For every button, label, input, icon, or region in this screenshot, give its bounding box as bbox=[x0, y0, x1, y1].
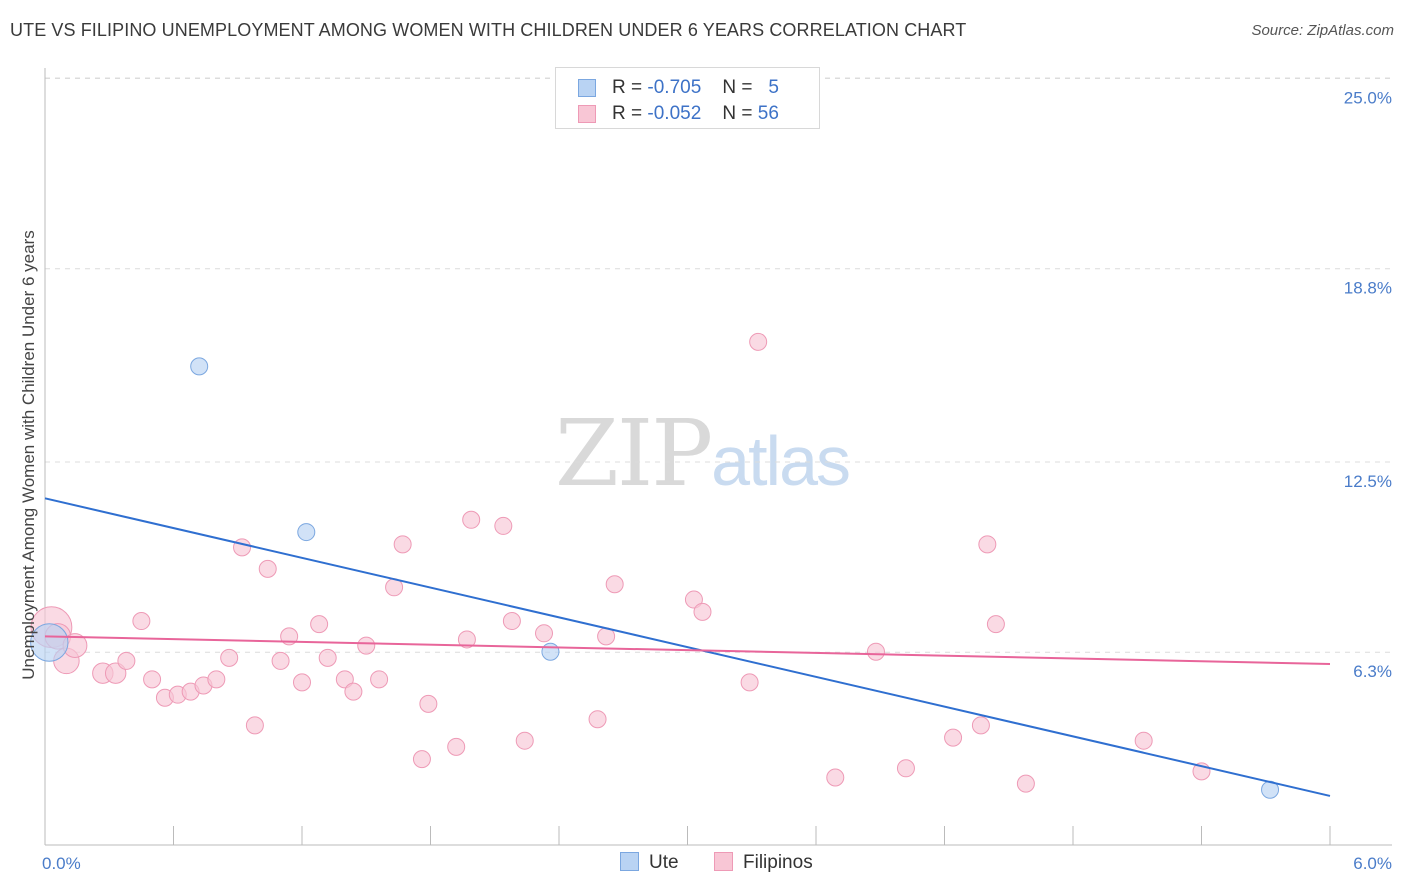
filipino-point bbox=[310, 615, 329, 634]
trend-lines bbox=[44, 497, 1331, 797]
filipino-point bbox=[749, 332, 768, 351]
filipino-point bbox=[207, 670, 226, 689]
filipino-point bbox=[693, 602, 712, 621]
y-tick-label: 25.0% bbox=[1344, 89, 1392, 108]
bottom-legend-label-ute: Ute bbox=[649, 852, 679, 873]
filipino-point bbox=[588, 710, 607, 729]
legend-swatch-ute bbox=[578, 79, 596, 97]
filipino-point bbox=[220, 648, 239, 667]
legend-n-label: N = bbox=[722, 77, 753, 98]
legend-r-value: -0.705 bbox=[647, 77, 702, 98]
filipino-point bbox=[412, 750, 431, 769]
filipino-point bbox=[293, 673, 311, 692]
filipino-point bbox=[515, 731, 534, 750]
filipino-point bbox=[740, 673, 759, 692]
filipino-point bbox=[357, 636, 376, 655]
filipino-point bbox=[245, 716, 264, 735]
bottom-legend-filipinos: Filipinos bbox=[714, 852, 813, 874]
watermark-atlas: atlas bbox=[711, 422, 851, 500]
axes bbox=[44, 68, 1392, 846]
legend-n-value: 5 bbox=[768, 77, 779, 98]
y-axis-label: Unemployment Among Women with Children U… bbox=[19, 230, 38, 679]
gridlines bbox=[45, 77, 1392, 653]
bottom-legend-ute: Ute bbox=[620, 852, 679, 874]
filipino-point bbox=[535, 624, 554, 643]
source-label: Source: ZipAtlas.com bbox=[1251, 22, 1394, 39]
ute-trend-line bbox=[44, 497, 1331, 797]
filipino-point bbox=[370, 670, 389, 689]
filipino-point bbox=[971, 716, 990, 735]
legend-n-value: 56 bbox=[757, 103, 779, 124]
tick-labels: 6.3% 12.5% 18.8% 25.0% 0.0% 6.0% bbox=[42, 89, 1392, 874]
ute-point bbox=[190, 357, 209, 376]
data-points bbox=[30, 332, 1280, 799]
filipino-point bbox=[457, 630, 476, 649]
watermark-zip: ZIP bbox=[555, 400, 713, 507]
filipino-point bbox=[462, 510, 481, 529]
filipino-point bbox=[684, 590, 703, 609]
filipino-point bbox=[1134, 731, 1153, 750]
correlation-legend: R = -0.705 N = 5 R = -0.052 N = 56 bbox=[555, 67, 820, 129]
ute-point bbox=[541, 642, 560, 661]
y-tick-label: 6.3% bbox=[1353, 662, 1392, 681]
filipino-point bbox=[447, 737, 466, 756]
filipino-point bbox=[944, 728, 963, 747]
filipino-point bbox=[335, 670, 354, 689]
filipino-point bbox=[233, 538, 252, 557]
legend-r-label: R = bbox=[612, 103, 643, 124]
filipino-trend-line bbox=[44, 635, 1331, 665]
bottom-legend-label-filipinos: Filipinos bbox=[743, 852, 813, 873]
filipino-point bbox=[143, 670, 162, 689]
legend-r-label: R = bbox=[612, 77, 643, 98]
chart-title: UTE VS FILIPINO UNEMPLOYMENT AMONG WOMEN… bbox=[10, 20, 967, 40]
filipino-point bbox=[318, 648, 337, 667]
y-tick-label: 18.8% bbox=[1344, 279, 1392, 298]
x-tick-label: 0.0% bbox=[42, 854, 81, 873]
filipino-point bbox=[896, 759, 915, 778]
filipino-point bbox=[494, 516, 513, 535]
filipino-point bbox=[826, 768, 845, 787]
filipino-point bbox=[258, 559, 277, 578]
legend-r-value: -0.052 bbox=[647, 103, 702, 124]
legend-swatch-filipinos bbox=[578, 105, 596, 123]
filipino-point bbox=[117, 651, 136, 670]
filipino-point bbox=[986, 615, 1005, 634]
legend-n-label: N = bbox=[722, 103, 753, 124]
bottom-legend-swatch-filipinos bbox=[714, 852, 733, 871]
ute-point bbox=[30, 623, 69, 662]
filipino-point bbox=[344, 682, 363, 701]
filipino-point bbox=[104, 662, 127, 684]
filipino-point bbox=[866, 642, 885, 661]
filipino-point bbox=[1016, 774, 1035, 793]
y-tick-label: 12.5% bbox=[1344, 472, 1392, 491]
ute-point bbox=[297, 523, 316, 542]
filipino-point bbox=[605, 575, 624, 594]
watermark: ZIPatlas bbox=[555, 400, 851, 507]
x-tick-label: 6.0% bbox=[1353, 854, 1392, 873]
filipino-point bbox=[502, 612, 521, 631]
filipino-point bbox=[393, 535, 412, 554]
filipino-point bbox=[978, 535, 997, 554]
filipino-point bbox=[271, 651, 290, 670]
filipino-point bbox=[132, 612, 151, 631]
filipino-point bbox=[419, 694, 438, 713]
bottom-legend-swatch-ute bbox=[620, 852, 639, 871]
